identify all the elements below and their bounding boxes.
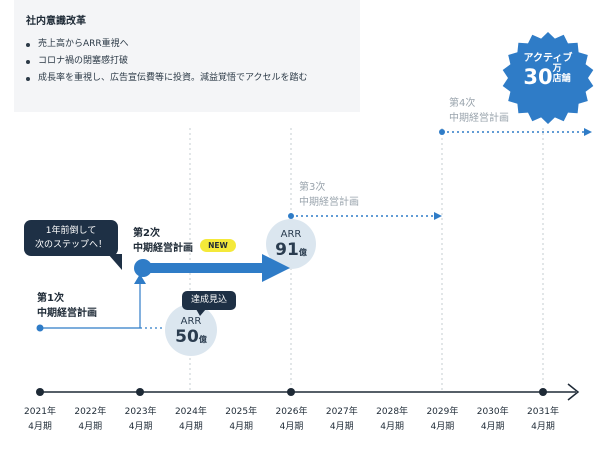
timeline-year: 2022年 — [74, 407, 107, 417]
arr-91-unit: 億 — [298, 248, 307, 257]
badge-label: アクティブ — [523, 53, 573, 64]
timeline-label: 2028年 4月期 — [368, 405, 416, 435]
plan4-arrowhead — [584, 128, 592, 136]
plan4-title: 第4次 — [449, 98, 476, 109]
timeline-year: 2026年 — [275, 407, 308, 417]
plan2-label: 第2次 中期経営計画 — [133, 226, 193, 256]
timeline-period: 4月期 — [128, 422, 153, 432]
expected-tail — [196, 309, 206, 316]
timeline-year: 2021年 — [24, 407, 56, 417]
timeline-label: 2025年 4月期 — [217, 405, 265, 435]
arr-50-unit: 億 — [198, 335, 207, 344]
badge-unit-bottom: 店舗 — [552, 74, 571, 84]
timeline-period: 4月期 — [430, 422, 455, 432]
badge-unit: 万店舗 — [553, 64, 573, 84]
timeline-label: 2023年 4月期 — [117, 405, 165, 435]
year-guides — [189, 128, 544, 390]
plan4-label: 第4次 中期経営計画 — [449, 96, 509, 126]
arr-50-value: 50 — [175, 327, 199, 347]
plan4-subtitle: 中期経営計画 — [449, 113, 509, 124]
arr-91-value: 91 — [275, 240, 299, 260]
arr-50-text: ARR 50億 — [165, 316, 217, 347]
ahead-callout-line1: 1年前倒して — [45, 226, 97, 236]
timeline-period: 4月期 — [279, 422, 304, 432]
arr-91-circle — [266, 219, 316, 269]
timeline-label: 2027年 4月期 — [318, 405, 366, 435]
badge-number: 30 — [523, 65, 553, 89]
timeline-year: 2025年 — [225, 407, 258, 417]
timeline-label: 2024年 4月期 — [167, 405, 215, 435]
timeline-period: 4月期 — [179, 422, 203, 432]
arr-50-label: ARR — [180, 316, 202, 327]
plan2-start-dot — [134, 259, 152, 277]
plan2-subtitle: 中期経営計画 — [133, 243, 193, 254]
timeline-markers — [36, 388, 547, 396]
timeline-period: 4月期 — [480, 422, 505, 432]
plan3-arrowhead — [434, 212, 442, 220]
arr-50-circle — [165, 304, 217, 356]
badge-text: アクティブ 30万 店舗 — [503, 49, 593, 89]
arr-91-label: ARR — [280, 229, 302, 240]
active-stores-badge — [502, 32, 594, 124]
timeline-label: 2029年 4月期 — [418, 405, 466, 435]
timeline-label: 2026年 4月期 — [268, 405, 316, 435]
timeline-period: 4月期 — [78, 422, 103, 432]
intro-panel — [14, 0, 360, 112]
timeline-year: 2029年 — [426, 407, 459, 417]
timeline-year: 2023年 — [124, 407, 157, 417]
timeline-arrowhead — [567, 383, 580, 401]
jump-ahead-arrowhead — [134, 274, 146, 284]
expected-callout: 達成見込 — [182, 291, 236, 310]
plan3-subtitle: 中期経営計画 — [299, 197, 359, 208]
timeline-period: 4月期 — [28, 422, 52, 432]
timeline-year: 2028年 — [376, 407, 409, 417]
timeline-dot — [36, 388, 44, 396]
timeline-period: 4月期 — [329, 422, 354, 432]
intro-item: コロナ禍の閉塞感打破 — [26, 53, 308, 70]
timeline-period: 4月期 — [229, 422, 254, 432]
plan2-title: 第2次 — [133, 228, 160, 239]
timeline-dot — [136, 388, 144, 396]
plan1-subtitle: 中期経営計画 — [37, 308, 97, 319]
plan1-title: 第1次 — [37, 293, 64, 304]
callout-tail — [108, 254, 122, 270]
intro-item: 売上高からARR重視へ — [26, 36, 308, 53]
intro-item: 成長率を重視し、広告宣伝費等に投資。減益覚悟でアクセルを踏む — [26, 70, 308, 87]
plan3-title: 第3次 — [299, 182, 326, 193]
timeline-label: 2031年 4月期 — [519, 405, 567, 435]
arr-91-text: ARR 91億 — [266, 229, 316, 260]
ahead-callout-line2: 次のステップへ！ — [34, 240, 107, 250]
timeline-period: 4月期 — [531, 422, 555, 432]
timeline-label: 2030年 4月期 — [469, 405, 517, 435]
timeline-year: 2027年 — [325, 407, 358, 417]
timeline-period: 4月期 — [380, 422, 404, 432]
intro-list: 売上高からARR重視へ コロナ禍の閉塞感打破 成長率を重視し、広告宣伝費等に投資… — [26, 36, 308, 87]
plan3-label: 第3次 中期経営計画 — [299, 180, 359, 210]
timeline-year: 2024年 — [174, 407, 207, 417]
timeline-year: 2031年 — [527, 407, 559, 417]
plan1-label: 第1次 中期経営計画 — [37, 291, 97, 321]
plan2-arrowhead — [262, 254, 290, 282]
timeline-dot — [287, 388, 295, 396]
ahead-callout: 1年前倒して 次のステップへ！ — [24, 220, 118, 256]
timeline-dot — [539, 388, 547, 396]
new-tag: NEW — [200, 239, 236, 252]
timeline-year: 2030年 — [476, 407, 509, 417]
intro-title: 社内意識改革 — [26, 16, 86, 27]
timeline-label: 2021年 4月期 — [16, 405, 64, 435]
starburst-shape — [502, 32, 594, 124]
badge-unit-top: 万 — [552, 64, 562, 74]
timeline-label: 2022年 4月期 — [66, 405, 114, 435]
